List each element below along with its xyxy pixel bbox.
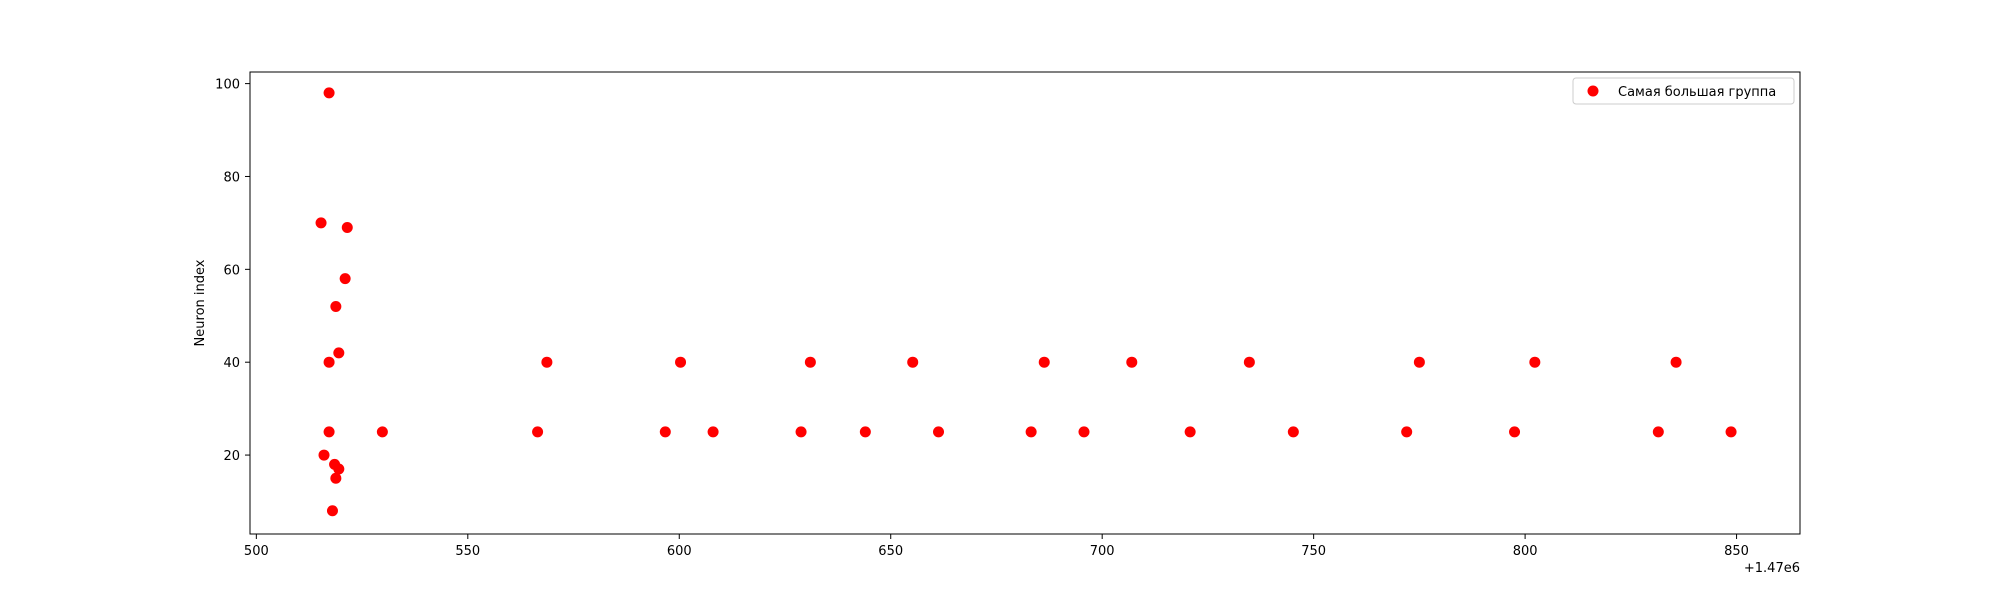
y-tick-label: 80 [223,170,240,185]
scatter-point [333,463,345,475]
scatter-point [330,472,342,484]
scatter-point [1670,356,1682,368]
legend-label: Самая большая группа [1618,85,1776,100]
scatter-point [315,217,327,229]
scatter-point [376,426,388,438]
x-tick-label: 800 [1513,544,1538,559]
scatter-point [859,426,871,438]
scatter-point [541,356,553,368]
scatter-point [795,426,807,438]
scatter-point [330,300,342,312]
x-tick-label: 750 [1301,544,1326,559]
y-axis-label: Neuron index [193,259,208,346]
y-tick-label: 20 [223,449,240,464]
scatter-point [323,426,335,438]
scatter-point [1184,426,1196,438]
scatter-point [339,273,351,285]
legend-marker [1587,85,1599,97]
scatter-point [1509,426,1521,438]
scatter-point [907,356,919,368]
scatter-point [659,426,671,438]
scatter-point [532,426,544,438]
legend: Самая большая группа [1572,77,1795,105]
scatter-point [323,356,335,368]
x-tick-label: 500 [244,544,269,559]
plot-layer [315,87,1737,517]
y-axis: 20 40 60 80 100 [215,78,250,464]
scatter-point [323,87,335,99]
y-tick-label: 100 [215,78,240,93]
legend-box [1572,77,1795,105]
scatter-point [318,449,330,461]
scatter-point [1078,426,1090,438]
plot-frame [249,71,1801,535]
x-tick-label: 700 [1090,544,1115,559]
scatter-point [707,426,719,438]
scatter-point [326,505,338,517]
x-axis: 500 550 600 650 700 750 800 850 [244,534,1749,559]
x-tick-label: 600 [667,544,692,559]
scatter-point [1529,356,1541,368]
scatter-point [1401,426,1413,438]
scatter-point [1725,426,1737,438]
scatter-point [1652,426,1664,438]
scatter-point [1025,426,1037,438]
y-tick-label: 40 [223,356,240,371]
scatter-point [1038,356,1050,368]
scatter-point [804,356,816,368]
x-tick-label: 850 [1724,544,1749,559]
y-tick-label: 60 [223,263,240,278]
x-tick-label: 650 [878,544,903,559]
scatter-point [341,222,353,234]
x-tick-label: 550 [455,544,480,559]
scatter-point [1126,356,1138,368]
x-axis-offset-label: +1.47e6 [1744,561,1800,576]
scatter-point [675,356,687,368]
scatter-point [1243,356,1255,368]
scatter-point [933,426,945,438]
scatter-point [1287,426,1299,438]
scatter-point [1413,356,1425,368]
scatter-point [333,347,345,359]
